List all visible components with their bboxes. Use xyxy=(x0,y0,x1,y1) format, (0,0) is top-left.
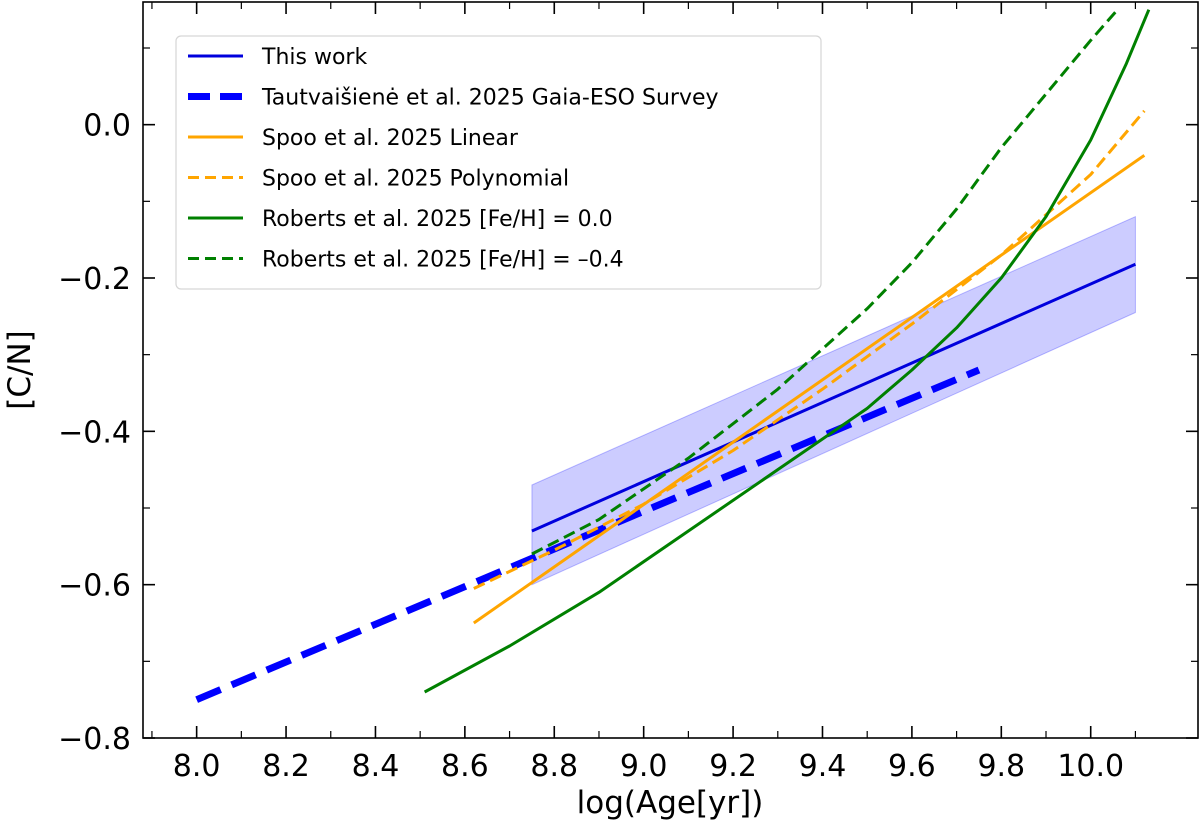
plot-frame xyxy=(142,1,1199,739)
x-tick-label: 8.8 xyxy=(530,749,578,784)
x-tick-label: 9.6 xyxy=(888,749,936,784)
y-tick-label: −0.8 xyxy=(58,722,131,757)
y-tick-label: −0.4 xyxy=(58,415,131,450)
series-line-this-work xyxy=(531,262,1137,533)
legend-label-this-work: This work xyxy=(261,45,367,70)
x-tick-label: 8.0 xyxy=(173,749,221,784)
x-tick-label: 10.0 xyxy=(1057,749,1124,784)
y-tick-label: −0.2 xyxy=(58,262,131,297)
legend-box xyxy=(175,35,822,290)
legend-label-roberts-et-al-2025-fe-h-0-0: Roberts et al. 2025 [Fe/H] = 0.0 xyxy=(262,207,613,232)
y-tick-label: 0.0 xyxy=(83,109,131,144)
series-line-tautvais-iene-et-al-2025-gaia-eso-survey xyxy=(195,366,981,703)
series-line-roberts-et-al-2025-fe-h-0-4 xyxy=(531,8,1119,556)
y-axis-label: [C/N] xyxy=(2,330,38,409)
legend-label-roberts-et-al-2025-fe-h-0-4: Roberts et al. 2025 [Fe/H] = –0.4 xyxy=(262,248,624,273)
x-tick-label: 9.2 xyxy=(709,749,757,784)
x-tick-label: 8.4 xyxy=(352,749,400,784)
x-tick-label: 8.6 xyxy=(441,749,489,784)
y-tick-label: −0.6 xyxy=(58,569,131,604)
x-axis-label: log(Age[yr]) xyxy=(577,785,764,821)
series-line-roberts-et-al-2025-fe-h-0-0 xyxy=(423,9,1151,694)
x-tick-label: 9.0 xyxy=(620,749,668,784)
legend-label-spoo-et-al-2025-linear: Spoo et al. 2025 Linear xyxy=(262,126,519,151)
x-tick-label: 8.2 xyxy=(262,749,310,784)
legend-label-spoo-et-al-2025-polynomial: Spoo et al. 2025 Polynomial xyxy=(262,167,569,192)
legend-label-tautvais-iene-et-al-2025-gaia-eso-survey: Tautvaišienė et al. 2025 Gaia-ESO Survey xyxy=(261,86,719,111)
x-tick-label: 9.8 xyxy=(977,749,1025,784)
x-tick-label: 9.4 xyxy=(799,749,847,784)
series-line-spoo-et-al-2025-polynomial xyxy=(473,109,1146,590)
